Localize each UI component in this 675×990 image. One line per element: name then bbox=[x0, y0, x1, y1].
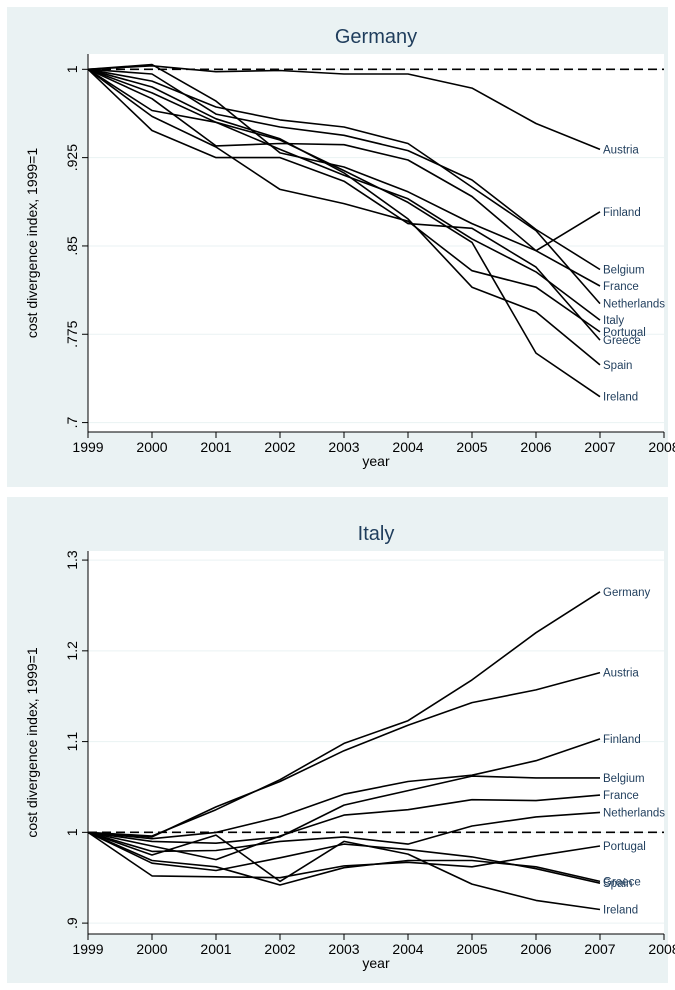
series-label-france: France bbox=[603, 790, 639, 802]
series-label-spain: Spain bbox=[603, 878, 632, 890]
series-line-netherlands bbox=[87, 68, 601, 305]
plot-area bbox=[88, 551, 664, 934]
germany-chart-panel: 1 .925 .85 .775 .7 1999 2000 2001 2002 2003 2004 20… bbox=[7, 7, 675, 487]
y-tick-label: .85 bbox=[64, 236, 80, 256]
series-label-france: France bbox=[603, 281, 639, 293]
series-label-ireland: Ireland bbox=[603, 392, 638, 404]
y-tick-label: 1 bbox=[64, 65, 80, 73]
series-line-greece bbox=[87, 68, 601, 341]
x-axis-label: year bbox=[362, 453, 390, 469]
x-tick-label: 1999 bbox=[72, 941, 103, 957]
y-tick-label: .775 bbox=[64, 320, 80, 347]
chart-title: Italy bbox=[358, 523, 395, 545]
series-line-portugal bbox=[87, 68, 601, 333]
plot-area bbox=[88, 54, 664, 432]
y-axis-label: cost divergence index, 1999=1 bbox=[24, 148, 40, 339]
y-tick-label: 1 bbox=[64, 828, 80, 836]
x-tick-label: 2001 bbox=[200, 941, 231, 957]
germany-chart: 1 .925 .85 .775 .7 1999 2000 2001 2002 2003 2004 20… bbox=[24, 26, 675, 469]
x-tick-label: 2000 bbox=[136, 439, 167, 455]
x-tick-label: 2006 bbox=[520, 439, 551, 455]
chart-title: Germany bbox=[335, 26, 417, 48]
series-label-germany: Germany bbox=[603, 587, 651, 599]
y-tick-label: .9 bbox=[64, 917, 80, 929]
series-line-italy bbox=[87, 68, 601, 321]
x-tick-label: 2007 bbox=[584, 941, 615, 957]
series-line-finland bbox=[87, 63, 601, 252]
x-tick-label: 2000 bbox=[136, 941, 167, 957]
series-line-spain bbox=[87, 831, 601, 884]
series-line-ireland bbox=[87, 68, 601, 398]
series-label-spain: Spain bbox=[603, 360, 632, 372]
x-tick-label: 2008 bbox=[648, 941, 675, 957]
series-label-portugal: Portugal bbox=[603, 327, 646, 339]
series-label-finland: Finland bbox=[603, 207, 641, 219]
series-label-belgium: Belgium bbox=[603, 773, 645, 785]
series-line-finland bbox=[87, 738, 601, 840]
series-line-belgium bbox=[87, 68, 601, 271]
y-tick-label: .7 bbox=[64, 417, 80, 429]
x-tick-label: 2005 bbox=[456, 941, 487, 957]
x-tick-label: 2001 bbox=[200, 439, 231, 455]
x-axis-label: year bbox=[362, 955, 390, 971]
x-tick-label: 2005 bbox=[456, 439, 487, 455]
x-tick-label: 2006 bbox=[520, 941, 551, 957]
x-tick-label: 2002 bbox=[264, 439, 295, 455]
series-line-belgium bbox=[87, 775, 600, 845]
series-line-spain bbox=[87, 68, 601, 366]
series-label-austria: Austria bbox=[603, 144, 639, 156]
series-label-italy: Italy bbox=[603, 315, 624, 327]
x-tick-label: 2004 bbox=[392, 941, 423, 957]
x-tick-label: 2003 bbox=[328, 941, 359, 957]
x-tick-label: 2007 bbox=[584, 439, 615, 455]
series-label-netherlands: Netherlands bbox=[603, 807, 665, 819]
series-line-netherlands bbox=[87, 811, 601, 853]
series-line-austria bbox=[87, 671, 601, 838]
y-tick-label: 1.3 bbox=[64, 550, 80, 570]
x-tick-label: 2008 bbox=[648, 439, 675, 455]
series-label-ireland: Ireland bbox=[603, 904, 638, 916]
series-label-finland: Finland bbox=[603, 734, 641, 746]
y-axis-label: cost divergence index, 1999=1 bbox=[24, 647, 40, 838]
series-line-portugal bbox=[87, 831, 601, 879]
series-label-greece: Greece bbox=[603, 335, 641, 347]
y-tick-label: 1.2 bbox=[64, 641, 80, 661]
series-line-ireland bbox=[87, 831, 601, 911]
series-label-netherlands: Netherlands bbox=[603, 299, 665, 311]
x-tick-label: 2003 bbox=[328, 439, 359, 455]
series-label-austria: Austria bbox=[603, 668, 639, 680]
italy-chart-panel: .9 1 1.1 1.2 1.3 1999 2000 2001 2002 2003 2004 2005… bbox=[7, 497, 675, 983]
series-line-austria bbox=[87, 64, 601, 151]
x-tick-label: 2002 bbox=[264, 941, 295, 957]
series-label-greece: Greece bbox=[603, 876, 641, 888]
series-label-belgium: Belgium bbox=[603, 264, 645, 276]
x-tick-label: 2004 bbox=[392, 439, 423, 455]
x-tick-label: 1999 bbox=[72, 439, 103, 455]
y-tick-label: .925 bbox=[64, 144, 80, 171]
italy-chart: .9 1 1.1 1.2 1.3 1999 2000 2001 2002 2003 2004 2005… bbox=[24, 523, 675, 971]
y-tick-label: 1.1 bbox=[64, 732, 80, 752]
series-label-portugal: Portugal bbox=[603, 841, 646, 853]
